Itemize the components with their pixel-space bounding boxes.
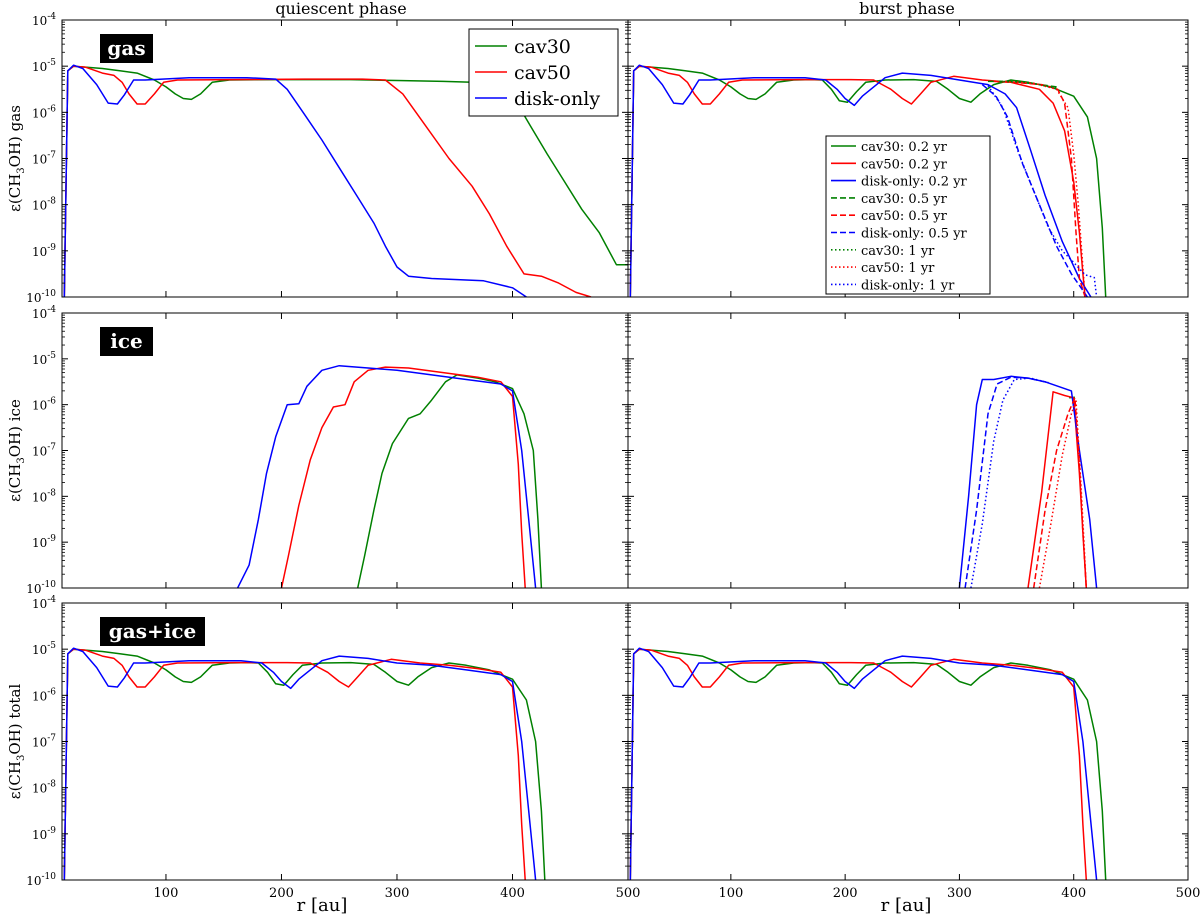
row-tags-layer: gas ice gas+ice: [100, 34, 205, 646]
x-tick-label: 100: [718, 886, 743, 901]
x-tick-label: 500: [1176, 886, 1200, 901]
legend-main-label: cav50: [514, 62, 571, 84]
y-tick-label: 10-9: [32, 243, 56, 259]
row-tag-2: gas+ice: [109, 619, 196, 643]
y-tick-label: 10-6: [32, 687, 56, 703]
legend-burst-label: cav50: 1 yr: [861, 261, 935, 276]
y-tick-label: 10-9: [32, 534, 56, 550]
series-line-disk-only: [958, 375, 1098, 588]
x-axis-label-left: r [au]: [297, 895, 348, 916]
row-tag-box: [100, 34, 153, 63]
legend-burst-label: cav30: 1 yr: [861, 244, 935, 259]
y-tick-label: 10-7: [32, 734, 56, 750]
panel-series-group: [63, 647, 546, 880]
y-tick-label: 10-10: [26, 289, 56, 305]
y-axis-label: ε(CH3OH) total: [6, 684, 27, 800]
series-line-cav50-1-yr: [1005, 80, 1086, 297]
y-tick-label: 10-6: [32, 397, 56, 413]
y-tick-label: 10-8: [32, 488, 56, 504]
y-axis-label: ε(CH3OH) gas: [6, 105, 27, 212]
panel-series-group: [63, 64, 628, 297]
y-tick-label: 10-4: [32, 12, 56, 28]
x-tick-label: 300: [385, 886, 410, 901]
legend-burst: cav30: 0.2 yr cav50: 0.2 yr disk-only: 0.2…: [825, 135, 991, 295]
series-line-disk-only: [63, 647, 537, 880]
series-line-disk-only-0-2-yr: [629, 64, 1092, 297]
panel-series-group: [958, 375, 1098, 588]
legend-main: cav30 cav50 disk-only: [468, 28, 619, 117]
x-axis-label-right: r [au]: [881, 895, 932, 916]
series-line-disk-only: [629, 647, 1098, 880]
x-tick-label: 400: [500, 886, 525, 901]
row-tag-box: [100, 617, 205, 646]
legend-burst-label: cav50: 0.5 yr: [861, 209, 948, 224]
y-axis-labels-layer: ε(CH3OH) gas ε(CH3OH) ice ε(CH3OH) total: [6, 105, 27, 799]
y-tick-label: 10-9: [32, 826, 56, 842]
x-tick-label: 200: [833, 886, 858, 901]
labels-layer: quiescent phase burst phase r [au] r [au…: [275, 0, 955, 916]
legend-burst-label: cav30: 0.2 yr: [861, 140, 948, 155]
series-line-cav50-dotted: [1038, 399, 1088, 588]
x-tick-label: 300: [947, 886, 972, 901]
series-line-disk-only-dashed: [964, 376, 1049, 588]
row-tag-1: ice: [110, 329, 143, 353]
series-line-cav50: [63, 648, 526, 880]
legend-burst-label: disk-only: 0.5 yr: [861, 227, 968, 242]
y-tick-label: 10-10: [26, 872, 56, 888]
legend-burst-label: cav30: 0.5 yr: [861, 192, 948, 207]
column-title-burst: burst phase: [859, 0, 955, 18]
x-tick-label: 500: [616, 886, 641, 901]
y-tick-label: 10-8: [32, 197, 56, 213]
ticks-layer: 10-1010-910-810-710-610-510-410-1010-910…: [26, 12, 1200, 901]
y-tick-label: 10-4: [32, 305, 56, 321]
row-tag-box: [100, 327, 153, 356]
y-tick-label: 10-4: [32, 595, 56, 611]
y-tick-label: 10-6: [32, 104, 56, 120]
series-line-cav50: [629, 648, 1088, 880]
series-line-cav30: [629, 648, 1107, 880]
series-line-cav50-0-5-yr: [993, 80, 1086, 297]
series-line-cav50: [280, 366, 526, 588]
y-tick-label: 10-7: [32, 151, 56, 167]
series-line-disk-only: [236, 364, 537, 588]
series-line-cav30-1-yr: [999, 80, 1057, 90]
series-line-cav30: [63, 648, 546, 880]
legend-burst-label: disk-only: 1 yr: [861, 278, 955, 293]
y-tick-label: 10-8: [32, 780, 56, 796]
y-axis-label: ε(CH3OH) ice: [6, 399, 27, 502]
series-line-disk-only: [63, 64, 527, 297]
row-tag-0: gas: [107, 36, 145, 60]
series-line-cav50-0-2-yr: [629, 65, 1086, 297]
y-tick-label: 10-5: [32, 641, 56, 657]
x-tick-label: 200: [269, 886, 294, 901]
panel-series-group: [629, 64, 1107, 297]
series-line-disk-only-1-yr: [987, 85, 1098, 297]
y-tick-label: 10-5: [32, 58, 56, 74]
series-line-disk-only-0-5-yr: [981, 84, 1089, 297]
y-tick-label: 10-7: [32, 443, 56, 459]
panel-frame: [627, 312, 1189, 589]
legend-burst-label: cav50: 0.2 yr: [861, 157, 948, 172]
panel-series-group: [236, 364, 543, 588]
y-tick-label: 10-10: [26, 580, 56, 596]
x-tick-label: 400: [1061, 886, 1086, 901]
panel-series-group: [629, 647, 1107, 880]
y-tick-label: 10-5: [32, 351, 56, 367]
legend-burst-label: disk-only: 0.2 yr: [861, 175, 968, 190]
legend-main-label: disk-only: [514, 88, 600, 110]
data-lines-layer: [63, 64, 1107, 880]
legend-main-label: cav30: [514, 36, 571, 58]
series-line-cav30: [356, 374, 543, 588]
x-tick-label: 100: [154, 886, 179, 901]
column-title-quiescent: quiescent phase: [275, 0, 406, 18]
series-line-disk-only-dotted: [970, 377, 1049, 588]
